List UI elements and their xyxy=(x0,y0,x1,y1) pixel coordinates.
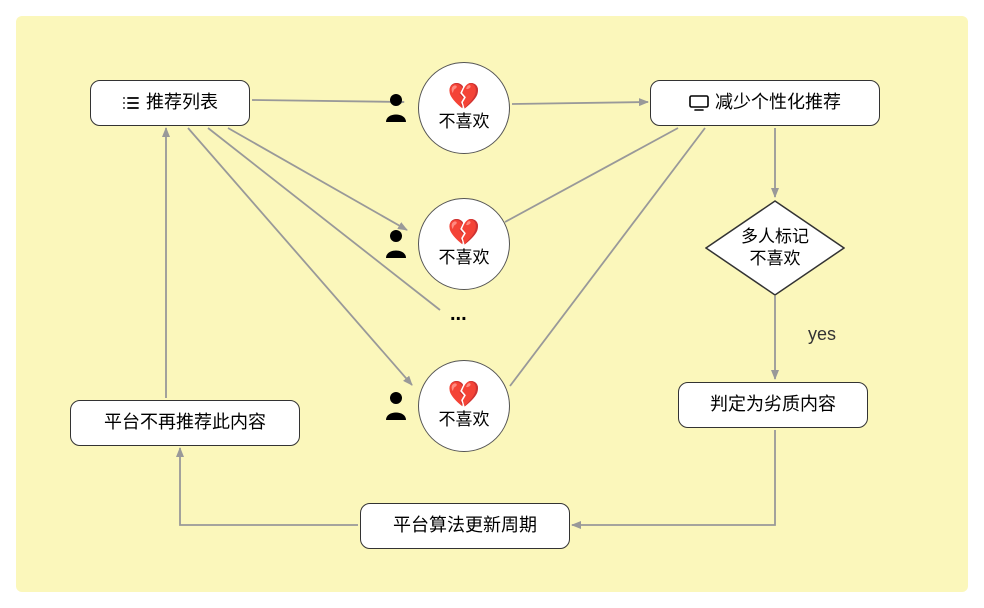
broken-heart-icon: 💔 xyxy=(448,219,480,245)
diamond-line1: 多人标记 xyxy=(741,226,809,248)
node-label: 推荐列表 xyxy=(146,91,218,114)
ellipsis-text: ... xyxy=(450,303,467,326)
person-icon xyxy=(384,390,408,420)
node-dislike-1: 💔 不喜欢 xyxy=(418,62,510,154)
node-algo-cycle: 平台算法更新周期 xyxy=(360,503,570,549)
node-multi-mark: 多人标记 不喜欢 xyxy=(705,200,845,296)
list-icon xyxy=(122,95,140,111)
node-label: 不喜欢 xyxy=(439,247,490,269)
person-icon xyxy=(384,228,408,258)
monitor-icon xyxy=(689,95,709,111)
diamond-line2: 不喜欢 xyxy=(741,248,809,270)
node-dislike-n: 💔 不喜欢 xyxy=(418,360,510,452)
node-label: 不喜欢 xyxy=(439,111,490,133)
person-icon xyxy=(384,92,408,122)
node-no-recommend: 平台不再推荐此内容 xyxy=(70,400,300,446)
node-label: 平台不再推荐此内容 xyxy=(104,411,266,434)
broken-heart-icon: 💔 xyxy=(448,381,480,407)
node-recommend-list: 推荐列表 xyxy=(90,80,250,126)
node-dislike-2: 💔 不喜欢 xyxy=(418,198,510,290)
edge-label: yes xyxy=(808,324,836,345)
node-reduce-personal: 减少个性化推荐 xyxy=(650,80,880,126)
node-label: 不喜欢 xyxy=(439,409,490,431)
node-label: 判定为劣质内容 xyxy=(710,393,836,416)
node-label: 平台算法更新周期 xyxy=(393,514,537,537)
broken-heart-icon: 💔 xyxy=(448,83,480,109)
node-low-quality: 判定为劣质内容 xyxy=(678,382,868,428)
node-label: 减少个性化推荐 xyxy=(715,91,841,114)
